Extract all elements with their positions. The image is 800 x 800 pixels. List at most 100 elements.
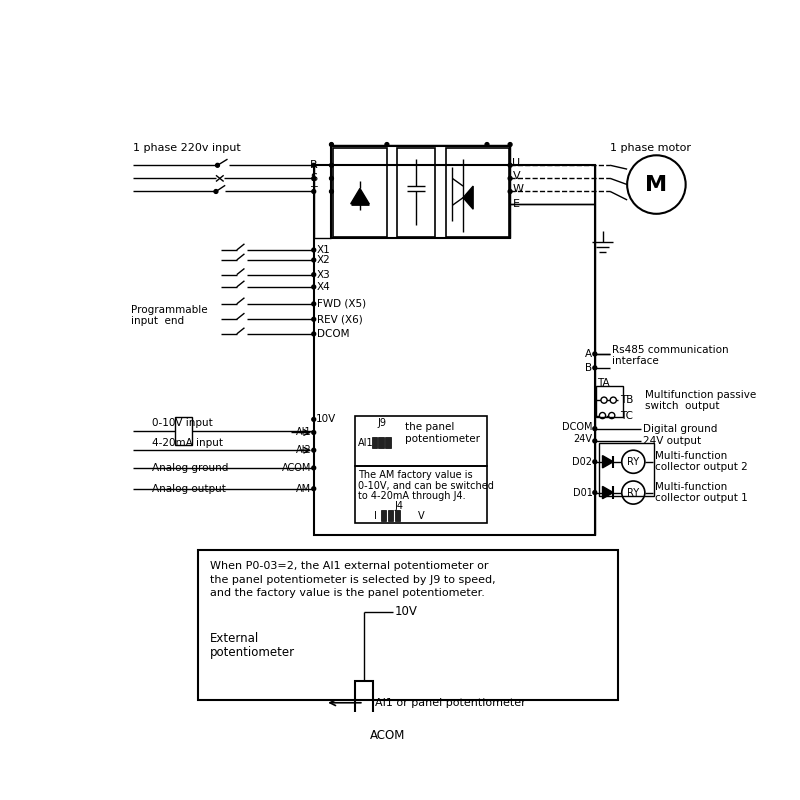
Text: 10V: 10V [394, 606, 418, 618]
Bar [354, 466, 487, 523]
Text: When P0-03=2, the AI1 external potentiometer or: When P0-03=2, the AI1 external potentiom… [210, 561, 488, 570]
Circle shape [215, 163, 219, 167]
Text: ACOM: ACOM [282, 463, 311, 473]
Text: and the factory value is the panel potentiometer.: and the factory value is the panel poten… [210, 589, 485, 598]
Circle shape [622, 450, 645, 474]
Text: potentiometer: potentiometer [210, 646, 295, 659]
Circle shape [312, 163, 316, 167]
Text: DCOM: DCOM [562, 422, 593, 432]
Text: 0-10V input: 0-10V input [152, 418, 213, 428]
Text: 24V: 24V [574, 434, 593, 445]
Bar [381, 510, 386, 521]
Text: X1: X1 [317, 245, 330, 255]
Text: RY: RY [627, 487, 639, 498]
Text: R: R [310, 160, 318, 170]
Text: 0-10V, and can be switched: 0-10V, and can be switched [358, 481, 494, 490]
Text: Rs485 communication: Rs485 communication [612, 345, 728, 355]
Text: TC: TC [620, 410, 634, 421]
Circle shape [330, 163, 334, 167]
Text: V: V [513, 171, 520, 181]
Bar [331, 146, 510, 238]
Text: RY: RY [627, 457, 639, 466]
Bar [397, 147, 435, 237]
Circle shape [593, 490, 597, 494]
Text: potentiometer: potentiometer [405, 434, 480, 444]
Circle shape [627, 155, 686, 214]
Text: 1 phase 220v input: 1 phase 220v input [133, 143, 241, 154]
Circle shape [508, 142, 512, 146]
Polygon shape [602, 486, 614, 498]
Text: AI1: AI1 [296, 427, 311, 438]
Text: switch  output: switch output [645, 401, 719, 410]
Circle shape [609, 413, 615, 418]
Text: FWD (X5): FWD (X5) [317, 299, 366, 309]
Text: Digital ground: Digital ground [642, 424, 717, 434]
Circle shape [593, 426, 597, 430]
Circle shape [312, 248, 316, 252]
Text: S: S [310, 174, 318, 183]
Text: AI1 or panel potentiometer: AI1 or panel potentiometer [375, 698, 526, 708]
Text: The AM factory value is: The AM factory value is [358, 470, 473, 480]
Polygon shape [350, 188, 369, 204]
Text: External: External [210, 632, 259, 646]
Text: E: E [513, 198, 519, 209]
Bar [198, 550, 618, 701]
Text: I: I [374, 510, 377, 521]
Bar [354, 682, 373, 723]
Bar [371, 437, 377, 448]
Circle shape [312, 430, 316, 434]
Text: collector output 1: collector output 1 [655, 493, 748, 503]
Circle shape [485, 142, 489, 146]
Text: interface: interface [612, 356, 658, 366]
Circle shape [508, 190, 512, 194]
Circle shape [508, 163, 512, 167]
Text: the panel potentiometer is selected by J9 to speed,: the panel potentiometer is selected by J… [210, 574, 495, 585]
Circle shape [312, 190, 316, 194]
Circle shape [593, 460, 597, 464]
Text: D01: D01 [573, 487, 593, 498]
Text: to 4-20mA through J4.: to 4-20mA through J4. [358, 491, 466, 502]
Text: the panel: the panel [405, 422, 454, 432]
Circle shape [593, 439, 597, 443]
Bar [446, 147, 509, 237]
Text: B: B [586, 363, 593, 373]
Bar [314, 166, 594, 535]
Circle shape [593, 366, 597, 370]
Text: 1 phase motor: 1 phase motor [610, 143, 691, 154]
Bar [598, 442, 654, 496]
Polygon shape [602, 455, 614, 468]
Text: Multi-function: Multi-function [655, 451, 727, 462]
Text: Multifunction passive: Multifunction passive [645, 390, 756, 400]
Polygon shape [463, 186, 473, 209]
Circle shape [622, 481, 645, 504]
Text: 4-20mA input: 4-20mA input [152, 438, 223, 448]
Text: Analog ground: Analog ground [152, 463, 229, 473]
Circle shape [312, 418, 316, 422]
Circle shape [593, 352, 597, 356]
Text: input  end: input end [131, 316, 184, 326]
Circle shape [610, 397, 616, 403]
Circle shape [312, 302, 316, 306]
Bar [333, 147, 387, 237]
Circle shape [599, 413, 606, 418]
Bar [596, 386, 622, 417]
Text: AI1: AI1 [358, 438, 374, 447]
Circle shape [312, 486, 316, 490]
Text: M: M [646, 174, 667, 194]
Text: X4: X4 [317, 282, 330, 292]
Circle shape [330, 190, 334, 194]
Text: DCOM: DCOM [317, 329, 350, 339]
Bar [388, 510, 393, 521]
Text: REV (X6): REV (X6) [317, 314, 362, 324]
Circle shape [214, 190, 218, 194]
Bar [378, 437, 384, 448]
Circle shape [312, 318, 316, 322]
Circle shape [312, 258, 316, 262]
Bar [354, 415, 487, 466]
Circle shape [330, 177, 334, 180]
Text: Programmable: Programmable [131, 305, 208, 315]
Circle shape [385, 142, 389, 146]
Text: Analog output: Analog output [152, 484, 226, 494]
Text: A: A [586, 349, 593, 359]
Text: U: U [513, 158, 521, 168]
